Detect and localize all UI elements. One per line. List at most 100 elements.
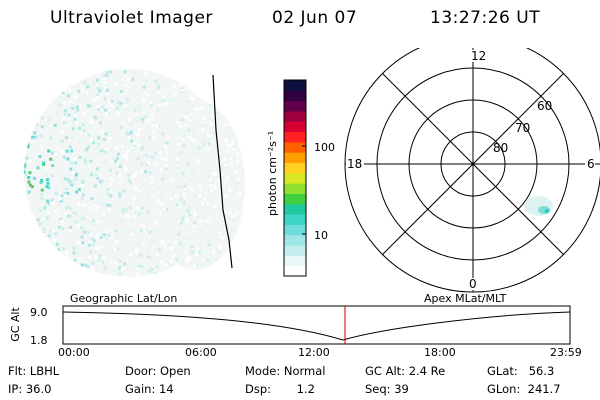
image-pixel (251, 230, 254, 233)
image-pixel (23, 283, 26, 286)
image-pixel (225, 90, 229, 94)
image-pixel (86, 85, 89, 89)
image-pixel (30, 80, 34, 83)
image-pixel (81, 88, 84, 92)
image-pixel (41, 116, 44, 120)
image-pixel (61, 129, 65, 133)
image-pixel (120, 267, 124, 271)
image-pixel (234, 249, 238, 253)
image-pixel (98, 91, 102, 95)
image-pixel (224, 193, 228, 197)
image-pixel (189, 64, 192, 67)
image-pixel (200, 201, 204, 205)
image-pixel (169, 64, 172, 67)
image-pixel (186, 80, 190, 83)
image-pixel (66, 157, 70, 161)
image-pixel (243, 73, 245, 77)
image-pixel (72, 211, 76, 215)
image-pixel (121, 210, 125, 214)
image-pixel (72, 123, 75, 127)
image-pixel (95, 247, 99, 250)
image-pixel (36, 92, 40, 96)
image-pixel (236, 87, 240, 91)
image-pixel (196, 251, 200, 255)
image-pixel (87, 69, 91, 72)
image-pixel (208, 189, 212, 192)
image-pixel (72, 158, 76, 162)
image-pixel (137, 266, 141, 270)
image-pixel (199, 66, 202, 69)
image-pixel (182, 133, 186, 137)
image-pixel (96, 206, 99, 210)
image-pixel (97, 246, 101, 250)
image-pixel (256, 117, 259, 120)
image-pixel (100, 129, 103, 133)
image-pixel (232, 250, 236, 254)
image-pixel (131, 218, 135, 222)
image-pixel (118, 173, 122, 177)
image-pixel (172, 223, 176, 227)
image-pixel (89, 206, 93, 210)
image-pixel (38, 285, 41, 288)
image-pixel (115, 147, 119, 150)
image-pixel (178, 186, 182, 190)
image-pixel (198, 65, 201, 68)
image-pixel (200, 127, 204, 131)
image-pixel (157, 84, 161, 88)
image-pixel (60, 62, 63, 65)
image-pixel (187, 164, 191, 168)
image-pixel (112, 288, 115, 291)
image-pixel (257, 284, 260, 287)
image-pixel (70, 149, 74, 153)
time-tick-0000: 00:00 (58, 346, 90, 359)
image-pixel (211, 234, 215, 238)
image-pixel (209, 255, 213, 259)
image-pixel (33, 259, 37, 263)
image-pixel (32, 215, 36, 219)
image-pixel (69, 167, 73, 171)
image-pixel (159, 201, 163, 205)
image-pixel (181, 138, 185, 142)
mlt-label-12: 12 (471, 49, 486, 63)
image-pixel (48, 260, 52, 264)
image-pixel (31, 290, 34, 292)
image-pixel (72, 269, 76, 273)
image-pixel (194, 139, 198, 143)
image-pixel (44, 97, 48, 101)
image-pixel (86, 281, 89, 284)
image-pixel (76, 201, 80, 204)
image-pixel (32, 73, 36, 77)
image-pixel (73, 114, 77, 118)
image-pixel (176, 283, 179, 286)
image-pixel (99, 61, 102, 64)
image-pixel (179, 124, 183, 128)
image-pixel (220, 103, 224, 107)
image-pixel (251, 244, 254, 247)
image-pixel (132, 70, 136, 74)
image-pixel (175, 164, 179, 168)
image-pixel (188, 281, 191, 284)
image-pixel (125, 286, 128, 289)
image-pixel (48, 267, 52, 271)
image-pixel (243, 202, 245, 206)
colorbar-band (284, 121, 306, 133)
image-pixel (77, 257, 81, 261)
image-pixel (229, 80, 233, 84)
altitude-timeline (62, 305, 571, 345)
image-pixel (238, 248, 242, 252)
image-pixel (163, 245, 167, 249)
image-pixel (91, 261, 95, 265)
image-pixel (24, 101, 28, 105)
image-pixel (130, 64, 133, 67)
image-pixel (248, 182, 251, 185)
image-pixel (59, 199, 63, 203)
image-pixel (77, 79, 81, 83)
image-pixel (246, 104, 249, 107)
image-pixel (35, 90, 39, 94)
image-pixel (74, 177, 78, 181)
image-pixel (237, 96, 241, 100)
image-pixel (149, 101, 153, 105)
image-pixel (143, 287, 146, 290)
image-pixel (108, 62, 111, 65)
image-pixel (87, 145, 90, 149)
